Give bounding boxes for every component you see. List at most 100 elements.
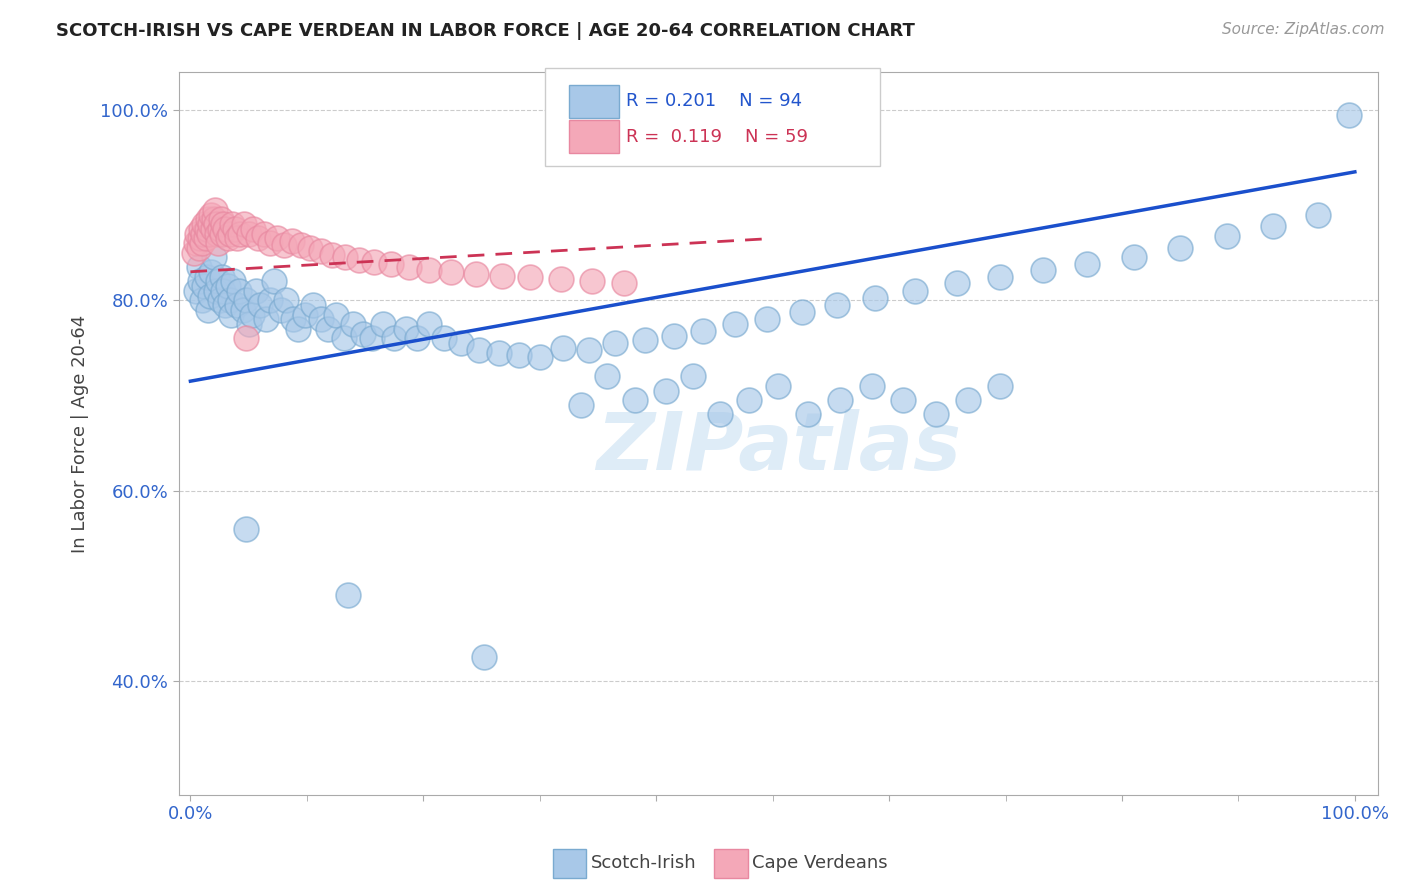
Point	[450, 336, 472, 351]
Point	[472, 650, 495, 665]
Point	[333, 331, 356, 345]
Point	[224, 222, 246, 236]
Point	[263, 274, 285, 288]
Point	[186, 284, 208, 298]
Point	[349, 253, 371, 268]
Point	[464, 267, 486, 281]
FancyBboxPatch shape	[544, 69, 880, 166]
Point	[280, 235, 302, 249]
Point	[569, 398, 592, 412]
Point	[336, 588, 359, 602]
Point	[246, 231, 269, 245]
Point	[299, 241, 322, 255]
Point	[193, 227, 215, 241]
Point	[904, 284, 927, 298]
Point	[945, 276, 967, 290]
Point	[186, 227, 208, 241]
Point	[550, 272, 572, 286]
Point	[190, 222, 212, 236]
Point	[682, 369, 704, 384]
Point	[219, 227, 242, 241]
Point	[193, 279, 215, 293]
Point	[235, 331, 257, 345]
Point	[335, 251, 357, 265]
Text: ZIPatlas: ZIPatlas	[596, 409, 960, 487]
Point	[301, 298, 323, 312]
FancyBboxPatch shape	[568, 120, 619, 153]
Point	[249, 298, 271, 312]
Point	[654, 384, 676, 398]
Point	[891, 393, 914, 408]
Point	[309, 312, 332, 326]
Point	[202, 251, 225, 265]
Point	[287, 322, 309, 336]
Point	[238, 317, 260, 331]
Point	[221, 217, 243, 231]
Point	[796, 408, 818, 422]
Point	[240, 308, 263, 322]
Point	[253, 227, 276, 241]
Point	[242, 222, 264, 236]
Point	[207, 274, 229, 288]
Text: SCOTCH-IRISH VS CAPE VERDEAN IN LABOR FORCE | AGE 20-64 CORRELATION CHART: SCOTCH-IRISH VS CAPE VERDEAN IN LABOR FO…	[56, 22, 915, 40]
Point	[259, 236, 281, 251]
Point	[830, 393, 852, 408]
Point	[508, 349, 530, 363]
Point	[418, 317, 440, 331]
Point	[187, 241, 209, 255]
Point	[624, 393, 647, 408]
Point	[195, 222, 218, 236]
Point	[188, 231, 211, 245]
Point	[988, 379, 1011, 393]
Point	[183, 245, 205, 260]
Point	[1306, 208, 1329, 222]
Point	[342, 317, 364, 331]
Point	[860, 379, 883, 393]
Point	[440, 265, 463, 279]
Point	[217, 231, 239, 245]
Point	[201, 222, 224, 236]
Point	[204, 202, 226, 217]
Point	[281, 312, 304, 326]
Point	[988, 269, 1011, 284]
Point	[214, 298, 236, 312]
Point	[226, 231, 249, 245]
Point	[222, 274, 245, 288]
Point	[235, 522, 257, 536]
Point	[316, 322, 339, 336]
Point	[755, 312, 778, 326]
Point	[200, 265, 222, 279]
Point	[325, 308, 347, 322]
Point	[578, 343, 600, 357]
Point	[1032, 263, 1054, 277]
Text: Source: ZipAtlas.com: Source: ZipAtlas.com	[1222, 22, 1385, 37]
Point	[198, 227, 221, 241]
Point	[605, 336, 627, 351]
Point	[274, 293, 297, 308]
Point	[219, 293, 242, 308]
Point	[245, 284, 267, 298]
Point	[205, 284, 228, 298]
Point	[352, 326, 374, 341]
Point	[382, 331, 405, 345]
Point	[205, 217, 228, 231]
Point	[290, 238, 312, 252]
Point	[188, 274, 211, 288]
Point	[1076, 257, 1098, 271]
Point	[309, 244, 332, 258]
Text: Cape Verdeans: Cape Verdeans	[752, 855, 887, 872]
Point	[195, 269, 218, 284]
Point	[596, 369, 619, 384]
Point	[259, 293, 281, 308]
Point	[197, 302, 219, 317]
Point	[724, 317, 747, 331]
Point	[924, 408, 946, 422]
Point	[207, 236, 229, 251]
Point	[273, 238, 295, 252]
Point	[957, 393, 980, 408]
Point	[662, 329, 685, 343]
Point	[380, 257, 402, 271]
Point	[363, 255, 385, 269]
Point	[692, 324, 714, 338]
Point	[1263, 219, 1285, 233]
